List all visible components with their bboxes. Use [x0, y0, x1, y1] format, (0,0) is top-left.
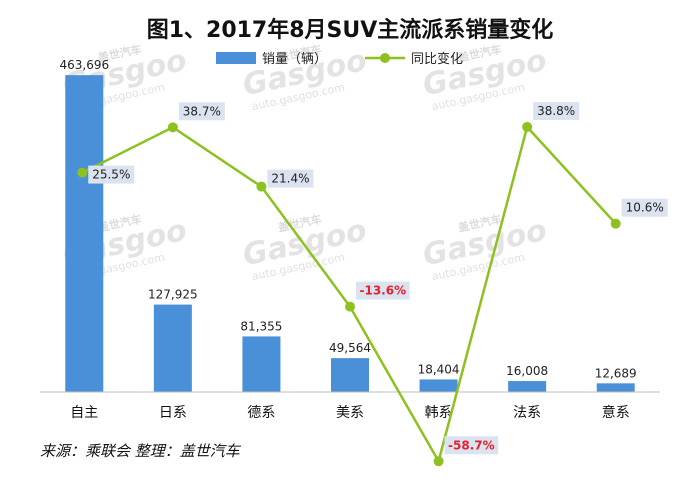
line-label-text: 38.7%: [183, 104, 221, 118]
legend-bar-swatch: [216, 52, 256, 64]
line-label-3: -13.6%: [356, 281, 410, 300]
line-point-0: [77, 167, 88, 178]
legend-line-label: 同比变化: [411, 51, 463, 67]
bar-label-group: 463,696 127,925 81,355 49,564 18,404 16,008 12…: [59, 58, 636, 380]
bar-series: [65, 75, 635, 393]
x-tick-label-3: 美系: [336, 405, 364, 421]
line-label-1: 38.7%: [178, 102, 225, 121]
line-label-text: 25.5%: [92, 168, 130, 182]
line-point-6: [610, 218, 621, 229]
bar-label-6: 12,689: [595, 366, 637, 380]
line-label-2: 21.4%: [267, 169, 314, 188]
bar-0: [65, 75, 104, 393]
bar-1: [153, 304, 192, 392]
line-label-bg: [88, 165, 135, 184]
bar-4: [419, 379, 458, 392]
line-label-bg: [621, 198, 668, 217]
bar-2: [242, 336, 281, 392]
line-label-bg: [444, 436, 499, 455]
line-label-6: 10.6%: [621, 198, 668, 217]
line-point-3: [345, 301, 355, 312]
chart-title: 图1、2017年8月SUV主流派系销量变化: [146, 18, 554, 43]
line-point-1: [167, 122, 178, 133]
bar-label-0: 463,696: [59, 58, 109, 72]
line-label-group: 25.5% 38.7% 21.4% -13.6% -58.7% 38.8% 10.6%: [88, 101, 668, 455]
line-label-text: 38.8%: [537, 104, 575, 118]
source-note: 来源：乘联会 整理：盖世汽车: [40, 442, 240, 460]
x-tick-label-5: 法系: [513, 405, 541, 421]
x-tick-label-6: 意系: [602, 404, 630, 421]
x-tick-labels: 自主 日系 德系 美系 韩系 法系 意系: [70, 404, 629, 421]
line-label-bg: [178, 102, 225, 121]
legend-line-marker: [380, 53, 390, 63]
line-label-4: -58.7%: [444, 436, 499, 455]
x-tick-label-2: 德系: [247, 405, 275, 421]
line-label-bg: [356, 281, 410, 300]
bar-label-5: 16,008: [506, 364, 548, 378]
line-label-5: 38.8%: [533, 101, 580, 120]
x-tick-label-0: 自主: [70, 405, 98, 421]
bar-label-4: 18,404: [418, 362, 460, 376]
bar-3: [331, 358, 369, 392]
line-point-4: [433, 456, 444, 467]
legend-bar-label: 销量（辆）: [262, 52, 327, 67]
line-label-bg: [533, 101, 580, 120]
bar-5: [508, 381, 547, 392]
bar-6: [596, 383, 635, 392]
line-label-text: -13.6%: [359, 284, 406, 298]
bar-label-1: 127,925: [148, 288, 198, 302]
legend: 销量（辆） 同比变化: [216, 51, 463, 67]
line-point-2: [256, 181, 267, 192]
bar-label-3: 49,564: [329, 341, 371, 355]
x-tick-label-4: 韩系: [425, 405, 453, 421]
line-label-text: 10.6%: [626, 201, 664, 215]
x-tick-label-1: 日系: [159, 405, 187, 421]
line-label-0: 25.5%: [88, 165, 135, 184]
line-label-text: -58.7%: [448, 438, 495, 452]
bar-label-2: 81,355: [240, 319, 282, 333]
line-point-5: [522, 121, 533, 132]
line-label-bg: [267, 169, 314, 188]
line-label-text: 21.4%: [271, 172, 309, 186]
line-series: [77, 121, 621, 467]
